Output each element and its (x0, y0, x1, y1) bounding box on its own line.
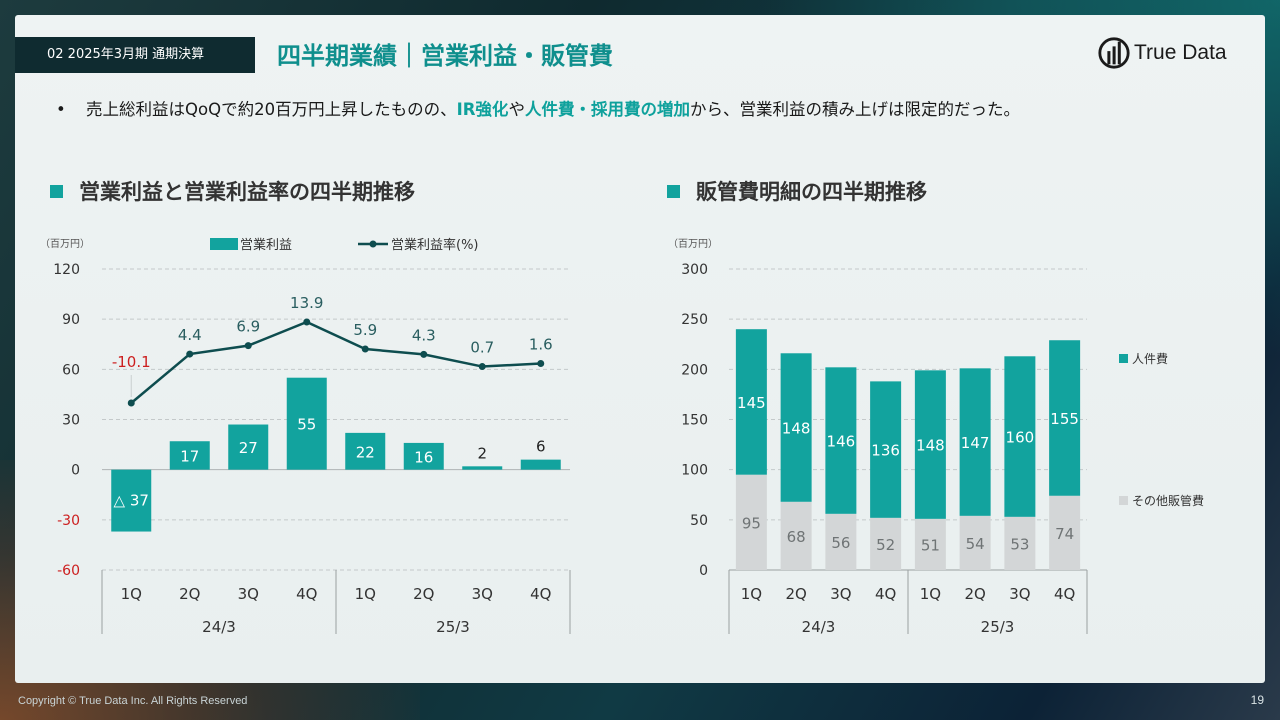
page-number: 19 (1250, 693, 1264, 707)
operating-margin-point (244, 342, 252, 350)
margin-value-label: 6.9 (236, 318, 260, 336)
y-tick-label: 90 (62, 312, 80, 328)
margin-value-label: -10.1 (112, 353, 151, 371)
bar-value-label: 55 (297, 416, 316, 434)
summary-bullet: • 売上総利益はQoQで約20百万円上昇したものの、IR強化や人件費・採用費の増加… (56, 96, 1020, 120)
bar-value-label: 27 (239, 439, 258, 457)
x-category-label: 3Q (472, 585, 493, 603)
section-tag: 02 2025年3月期 通期決算 (15, 37, 255, 73)
unit-label: （百万円） (40, 238, 90, 250)
margin-value-label: 4.4 (178, 326, 202, 344)
operating-profit-bar (286, 377, 327, 470)
bar-value-label: 16 (414, 448, 433, 466)
operating-profit-bar (228, 424, 269, 470)
x-group-label: 25/3 (436, 618, 470, 636)
bullet-text-1: 売上総利益はQoQで約20百万円上昇したものの、 (86, 100, 457, 119)
bar-value-label: 6 (536, 438, 546, 456)
bar-value-label: 17 (180, 447, 199, 465)
x-category-label: 1Q (355, 585, 376, 603)
bar-value-label: △ 37 (114, 492, 149, 510)
section-square-icon (50, 185, 63, 198)
true-data-logo-icon (1098, 37, 1130, 69)
bullet-emphasis-ir: IR強化 (456, 100, 509, 119)
y-tick-label: 120 (53, 262, 80, 278)
left-section-heading: 営業利益と営業利益率の四半期推移 (50, 176, 415, 206)
x-category-label: 3Q (238, 585, 259, 603)
operating-margin-point (361, 345, 369, 353)
y-tick-label: -30 (57, 513, 80, 529)
y-tick-label: 0 (71, 463, 80, 479)
operating-profit-bar (345, 432, 386, 470)
margin-value-label: 5.9 (353, 321, 377, 339)
right-section-heading: 販管費明細の四半期推移 (667, 176, 927, 206)
logo-text: True Data (1134, 41, 1227, 64)
left-section-title: 営業利益と営業利益率の四半期推移 (79, 180, 415, 204)
bullet-text-2: や (508, 100, 525, 119)
footer-copyright: Copyright © True Data Inc. All Rights Re… (18, 695, 248, 707)
operating-margin-line (130, 320, 541, 404)
legend-bar-label: 営業利益 (240, 237, 292, 253)
x-category-label: 4Q (296, 585, 317, 603)
legend-line-label: 営業利益率(%) (391, 237, 479, 253)
legend-line-marker (369, 240, 377, 248)
bar-value-label: 22 (356, 443, 375, 461)
page-title: 四半期業績｜営業利益・販管費 (277, 42, 613, 70)
x-category-label: 1Q (121, 585, 142, 603)
operating-profit-bar (520, 459, 561, 470)
right-section-title: 販管費明細の四半期推移 (696, 180, 927, 204)
bullet-text-3: から、営業利益の積み上げは限定的だった。 (689, 100, 1020, 119)
operating-profit-bar (403, 442, 444, 470)
operating-profit-bar (169, 441, 210, 470)
operating-margin-point (420, 350, 428, 358)
y-tick-label: -60 (57, 563, 80, 579)
operating-margin-point (127, 399, 135, 407)
bar-value-label: 2 (477, 444, 487, 462)
operating-margin-point (537, 360, 545, 368)
operating-margin-point (186, 350, 194, 358)
x-category-label: 4Q (530, 585, 551, 603)
margin-value-label: 0.7 (470, 339, 494, 357)
section-square-icon (667, 185, 680, 198)
operating-profit-bar (462, 466, 503, 470)
bullet-emphasis-personnel: 人件費・採用費の増加 (524, 100, 690, 119)
margin-value-label: 13.9 (290, 294, 323, 312)
operating-margin-point (303, 318, 311, 326)
margin-value-label: 4.3 (412, 326, 436, 344)
operating-profit-bar (111, 469, 152, 532)
x-group-label: 24/3 (202, 618, 236, 636)
operating-margin-point (478, 363, 486, 371)
y-tick-label: 30 (62, 413, 80, 429)
x-category-label: 2Q (179, 585, 200, 603)
margin-value-label: 1.6 (529, 336, 553, 354)
y-tick-label: 60 (62, 362, 80, 378)
legend-bar-swatch (210, 238, 238, 250)
bullet-marker: • (56, 100, 66, 119)
operating-profit-chart: 120 90 60 30 0 -30 -60 （百万円） 営業利益 営業利益率(%) △ 37 17 2… (40, 237, 571, 636)
x-category-label: 2Q (413, 585, 434, 603)
